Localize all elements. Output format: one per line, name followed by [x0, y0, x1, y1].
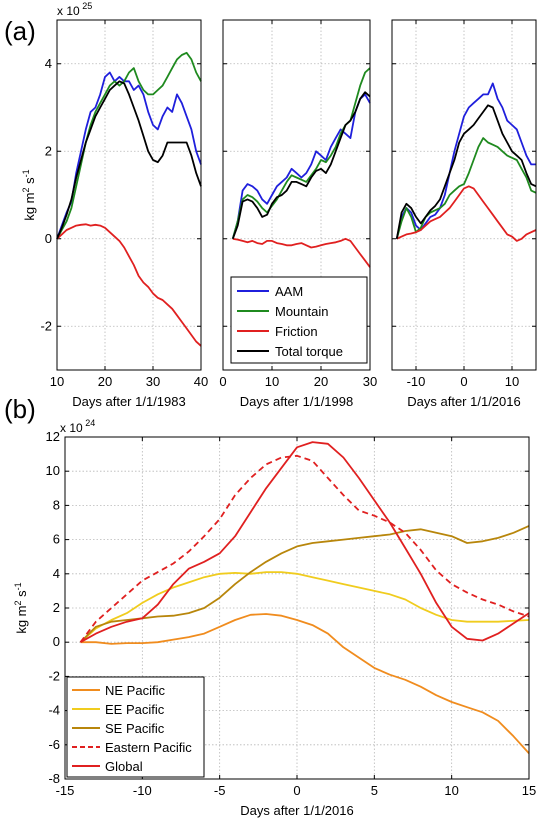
y-tick-label: 4 [53, 566, 60, 581]
y-tick-label: -2 [40, 318, 52, 333]
exponent-base: x 10 [57, 4, 80, 18]
x-tick-label: 10 [505, 374, 519, 389]
plot-border [56, 19, 202, 371]
exponent-power: 25 [80, 1, 93, 11]
x-tick-label: -15 [56, 783, 75, 798]
x-tick-label: -10 [133, 783, 152, 798]
legend-b: NE Pacific EE Pacific SE Pacific Eastern Pa… [66, 676, 205, 778]
x-tick-label: 0 [293, 783, 300, 798]
x-tick-label: 0 [460, 374, 467, 389]
plot-frame [56, 19, 202, 371]
exponent-base: x 10 [60, 421, 83, 435]
plot-border [64, 436, 530, 780]
x-tick-label: 15 [522, 783, 536, 798]
y-axis-label-part: 2 [13, 600, 23, 605]
y-tick-label: 8 [53, 497, 60, 512]
x-tick-label: 20 [314, 374, 328, 389]
series-line-total-torque [395, 104, 537, 239]
legend-label: Eastern Pacific [105, 740, 192, 755]
x-tick-label: 10 [50, 374, 64, 389]
panel-label: (b) [4, 394, 36, 424]
x-axis-label: Days after 1/1/2016 [240, 803, 353, 818]
y-axis-label-part: kg m [22, 192, 37, 220]
panel-label: (a) [4, 16, 36, 46]
series-line-se-pacific [79, 525, 530, 643]
x-tick-label: 10 [444, 783, 458, 798]
series-line-friction [232, 237, 371, 268]
legend-a: AAM Mountain Friction Total torque [230, 276, 368, 364]
x-tick-label: -5 [214, 783, 226, 798]
y-axis-label-part: s [14, 590, 29, 601]
legend-label: SE Pacific [105, 721, 165, 736]
y-axis-label-part: kg m [14, 605, 29, 633]
legend-label: Friction [275, 324, 318, 339]
x-tick-label: -10 [407, 374, 426, 389]
series-line-mountain [395, 137, 537, 240]
y-tick-label: 0 [45, 231, 52, 246]
panel-0: 10 20 30 40 -2 0 2 4 Days after 1/1/1983 [40, 19, 208, 409]
series-line-total-torque [56, 80, 202, 240]
legend-label: AAM [275, 284, 303, 299]
x-tick-label: 5 [371, 783, 378, 798]
legend-label: Mountain [275, 304, 328, 319]
series-line-global [80, 441, 530, 643]
y-tick-label: -4 [48, 703, 60, 718]
x-tick-label: 20 [98, 374, 112, 389]
series-line-friction [56, 223, 202, 347]
series-line-mountain [56, 51, 202, 240]
series-line-friction [396, 185, 537, 242]
y-axis-label-part: s [22, 177, 37, 188]
x-axis-label: Days after 1/1/1983 [72, 394, 185, 409]
series-line-ne-pacific [80, 613, 530, 755]
plot-border [391, 19, 537, 371]
y-tick-label: -8 [48, 771, 60, 786]
legend-label: EE Pacific [105, 702, 165, 717]
legend-label: Total torque [275, 344, 343, 359]
panel-2: -10 0 10 Days after 1/1/2016 [391, 19, 537, 409]
y-axis-label-part: -1 [21, 169, 31, 177]
x-tick-label: 10 [265, 374, 279, 389]
plot-border [222, 19, 371, 371]
x-axis-label: Days after 1/1/2016 [407, 394, 520, 409]
y-tick-label: -2 [48, 668, 60, 683]
y-tick-label: 2 [45, 143, 52, 158]
axis-exponent: x 10 24 [60, 418, 95, 435]
x-tick-label: 30 [146, 374, 160, 389]
y-tick-label: -6 [48, 737, 60, 752]
y-tick-label: 6 [53, 532, 60, 547]
series-line-aam [231, 93, 371, 240]
legend-label: NE Pacific [105, 683, 165, 698]
y-tick-label: 12 [46, 429, 60, 444]
y-axis-label: kg m2 s-1 [13, 582, 29, 633]
axis-exponent: x 10 25 [57, 1, 92, 18]
series-line-ee-pacific [79, 571, 530, 643]
exponent-power: 24 [83, 418, 96, 428]
x-axis-label: Days after 1/1/1998 [240, 394, 353, 409]
x-tick-label: 30 [363, 374, 377, 389]
y-tick-label: 10 [46, 463, 60, 478]
y-axis-label: kg m2 s-1 [21, 169, 37, 220]
y-tick-label: 2 [53, 600, 60, 615]
series-line-eastern-pacific [79, 454, 530, 643]
x-tick-label: 0 [219, 374, 226, 389]
y-tick-label: 0 [53, 634, 60, 649]
y-tick-label: 4 [45, 56, 52, 71]
y-axis-label-part: -1 [13, 582, 23, 590]
y-axis-label-part: 2 [21, 187, 31, 192]
x-tick-label: 40 [194, 374, 208, 389]
legend-label: Global [105, 759, 143, 774]
series-line-aam [56, 71, 202, 240]
series-line-total-torque [231, 91, 371, 240]
